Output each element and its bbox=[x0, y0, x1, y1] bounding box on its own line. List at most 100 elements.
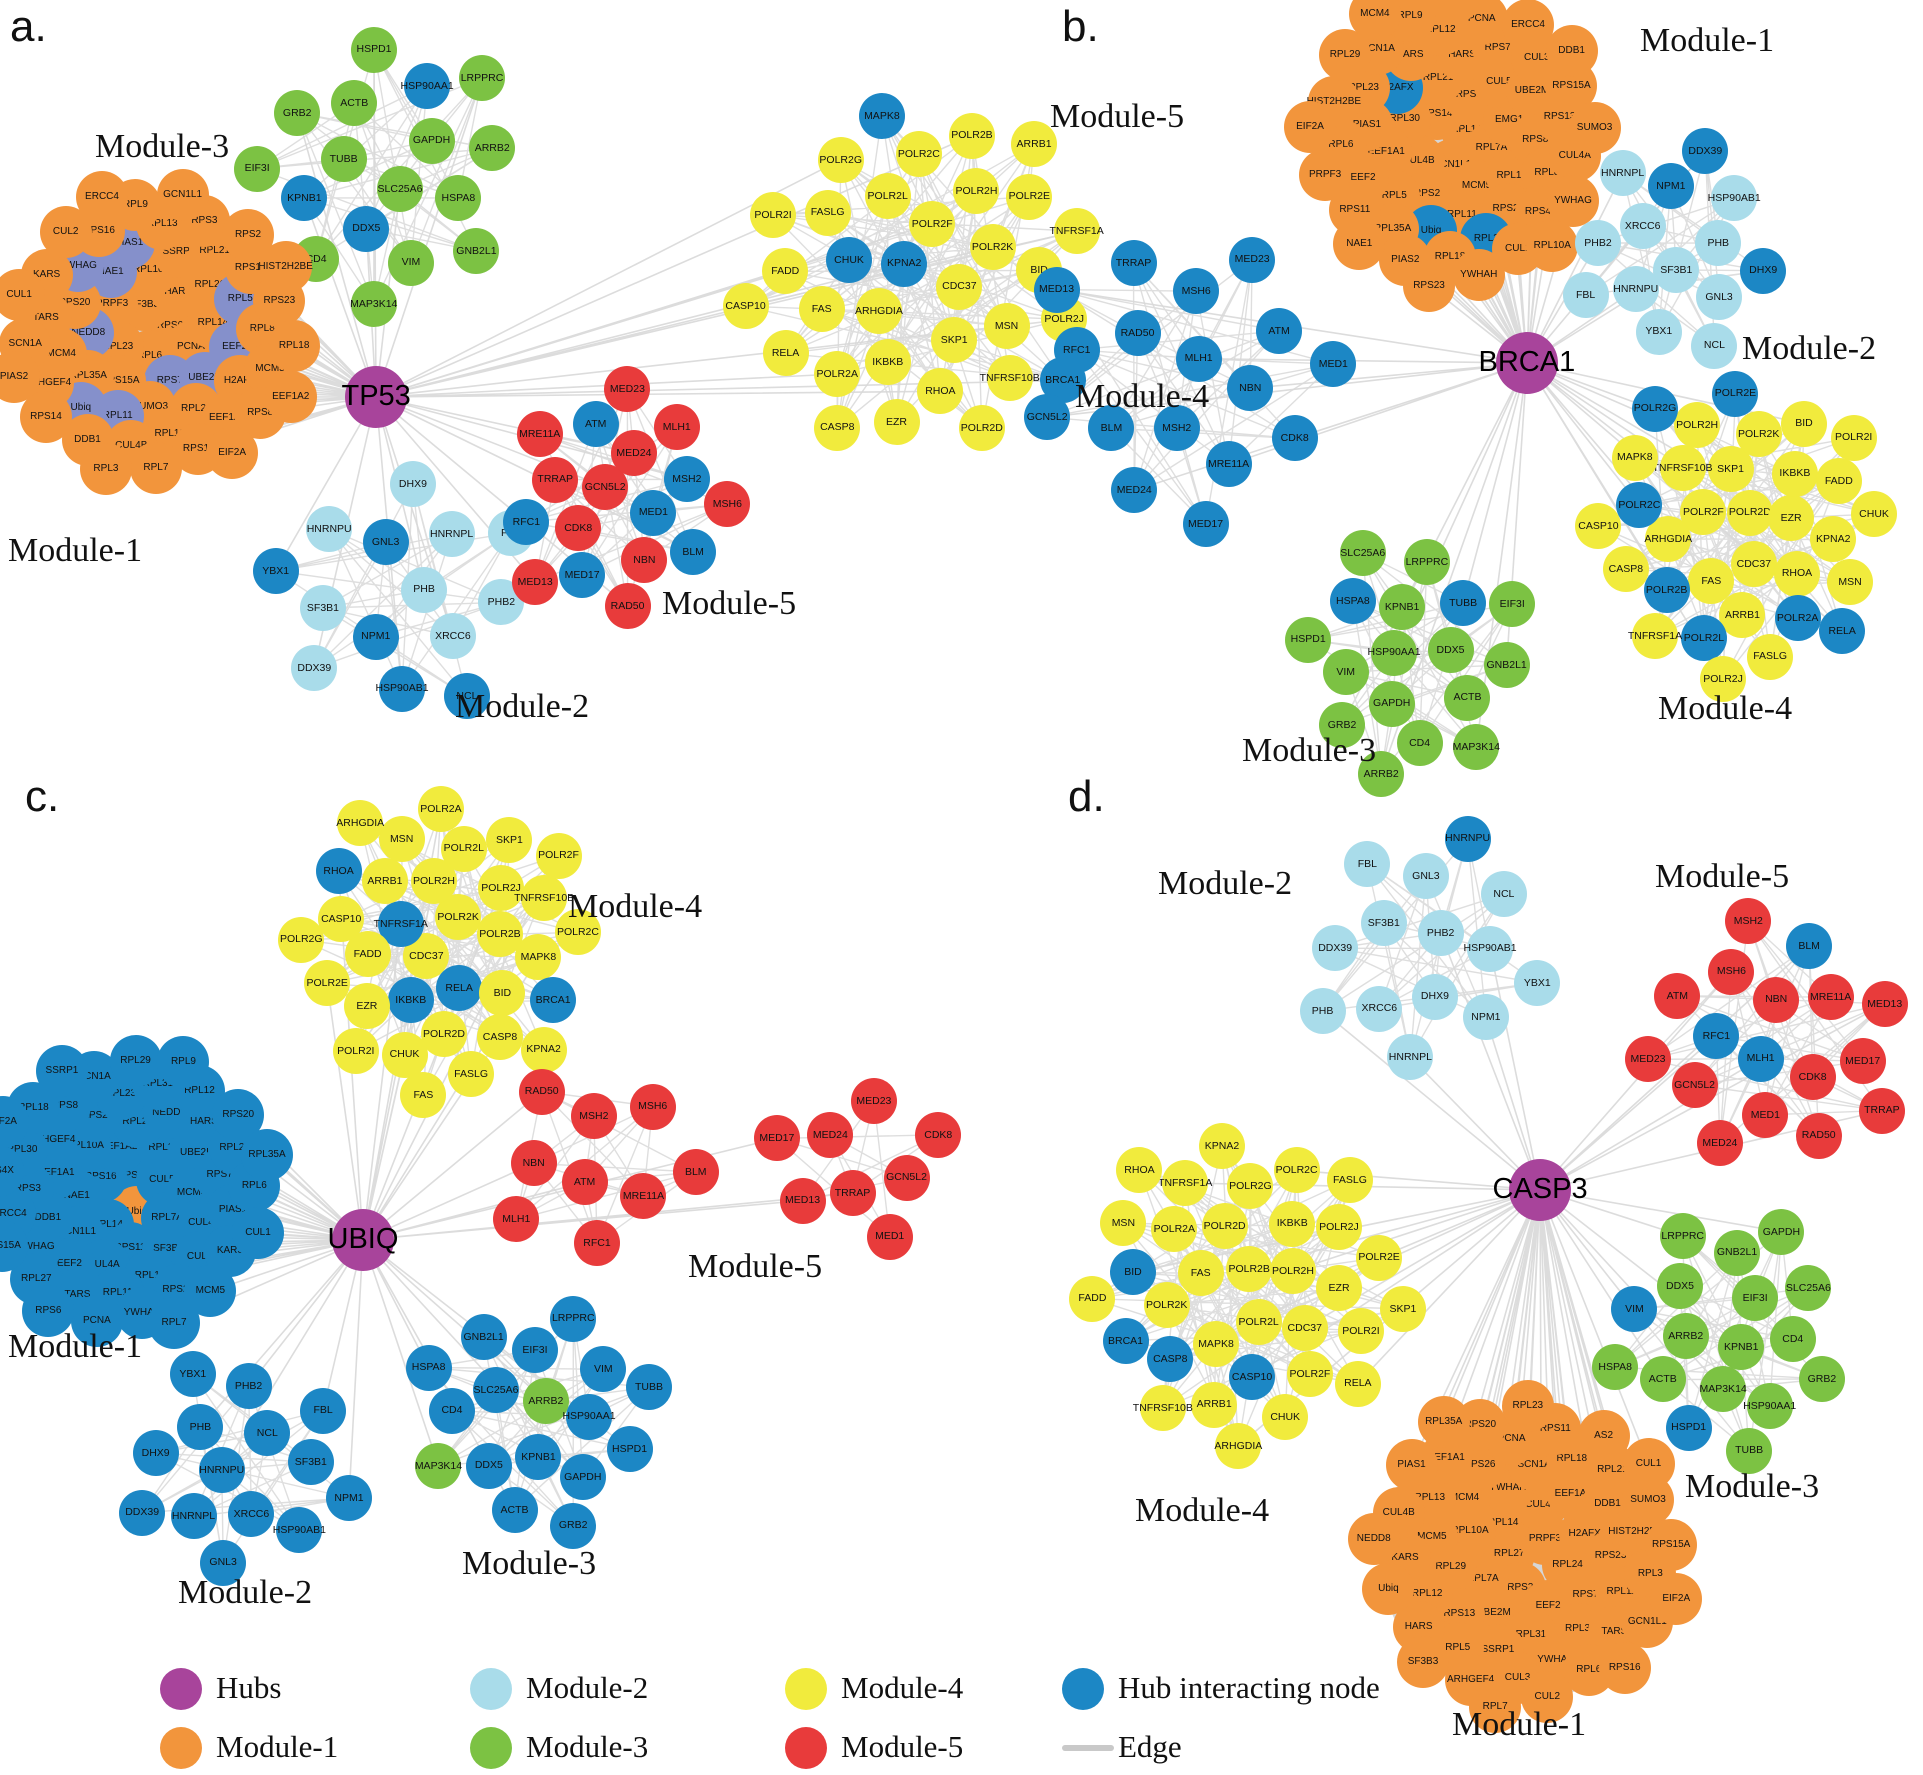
node-EZR: EZR bbox=[1768, 495, 1815, 542]
node-RELA: RELA bbox=[436, 965, 483, 1012]
node-MED24: MED24 bbox=[1696, 1120, 1743, 1167]
module-label-module-5: Module-5 bbox=[688, 1248, 823, 1285]
node-POLR2H: POLR2H bbox=[1674, 402, 1721, 449]
node-HNRNPU: HNRNPU bbox=[306, 506, 353, 553]
node-ARHGDIA: ARHGDIA bbox=[1644, 515, 1692, 562]
node-HNRNPL: HNRNPL bbox=[1599, 150, 1646, 197]
node-DDX39: DDX39 bbox=[291, 645, 338, 692]
node-YBX1: YBX1 bbox=[169, 1351, 216, 1398]
node-MAP3K14: MAP3K14 bbox=[1453, 724, 1500, 771]
module-label-module-2: Module-2 bbox=[178, 1574, 313, 1611]
node-CASP8: CASP8 bbox=[814, 404, 861, 451]
node-POLR2K: POLR2K bbox=[1143, 1281, 1190, 1328]
node-MED1: MED1 bbox=[1310, 341, 1357, 388]
node-AS2: AS2 bbox=[1577, 1410, 1630, 1463]
node-RPS15A: RPS15A bbox=[1645, 1518, 1698, 1571]
node-YBX1: YBX1 bbox=[1514, 960, 1561, 1006]
node-MSH6: MSH6 bbox=[1173, 268, 1220, 315]
node-MRE11A: MRE11A bbox=[1205, 441, 1252, 488]
node-PHB2: PHB2 bbox=[1417, 909, 1464, 956]
node-SUMO3: SUMO3 bbox=[1568, 101, 1621, 154]
node-GRB2: GRB2 bbox=[1318, 701, 1365, 748]
node-POLR2F: POLR2F bbox=[909, 200, 956, 247]
node-ARRB2: ARRB2 bbox=[1358, 750, 1405, 797]
node-XRCC6: XRCC6 bbox=[429, 613, 476, 660]
node-POLR2D: POLR2D bbox=[1201, 1202, 1248, 1249]
node-FASLG: FASLG bbox=[804, 189, 851, 236]
node-POLR2G: POLR2G bbox=[817, 136, 864, 183]
node-HNRNPU: HNRNPU bbox=[198, 1447, 245, 1494]
node-SKP1: SKP1 bbox=[1379, 1285, 1426, 1332]
legend-label-module-3: Module-3 bbox=[526, 1729, 649, 1764]
node-CASP10: CASP10 bbox=[1229, 1353, 1276, 1400]
node-MAP3K14: MAP3K14 bbox=[1699, 1366, 1747, 1413]
node-MLH1: MLH1 bbox=[1737, 1035, 1784, 1082]
node-RPS23: RPS23 bbox=[1403, 259, 1456, 312]
node-IKBKB: IKBKB bbox=[387, 977, 434, 1024]
node-RPL23: RPL23 bbox=[1501, 1379, 1554, 1432]
node-NEDD8: NEDD8 bbox=[1347, 1512, 1400, 1565]
node-PIAS1: PIAS1 bbox=[1385, 1438, 1438, 1491]
node-POLR2F: POLR2F bbox=[535, 832, 582, 879]
node-RPL3: RPL3 bbox=[79, 443, 132, 496]
node-BRCA1: BRCA1 bbox=[530, 977, 577, 1024]
node-XRCC6: XRCC6 bbox=[1619, 203, 1666, 250]
node-ERCC4: ERCC4 bbox=[1502, 0, 1555, 52]
node-POLR2F: POLR2F bbox=[1286, 1351, 1333, 1398]
node-KARS: KARS bbox=[1429, 0, 1482, 24]
node-EZR: EZR bbox=[873, 399, 920, 446]
module-label-module-3: Module-3 bbox=[1242, 732, 1377, 769]
node-VIM: VIM bbox=[1611, 1286, 1658, 1333]
node-TUBB: TUBB bbox=[1726, 1427, 1773, 1474]
node-EZR: EZR bbox=[1316, 1265, 1363, 1312]
node-FAS: FAS bbox=[798, 286, 845, 333]
node-DDX5: DDX5 bbox=[1657, 1263, 1704, 1310]
node-GNB2L1: GNB2L1 bbox=[1483, 641, 1530, 688]
node-POLR2D: POLR2D bbox=[420, 1011, 467, 1058]
node-MRE11A: MRE11A bbox=[516, 411, 563, 458]
node-PIAS2: PIAS2 bbox=[0, 350, 41, 403]
node-POLR2H: POLR2H bbox=[1269, 1247, 1316, 1294]
node-DDX5: DDX5 bbox=[1427, 627, 1474, 674]
node-POLR2H: POLR2H bbox=[953, 168, 1000, 215]
node-CUL2: CUL2 bbox=[1521, 1670, 1574, 1723]
node-BLM: BLM bbox=[670, 529, 717, 576]
node-ATM: ATM bbox=[572, 401, 619, 448]
node-PHB: PHB bbox=[1695, 220, 1742, 267]
node-MSH2: MSH2 bbox=[663, 456, 710, 503]
node-RFC1: RFC1 bbox=[503, 498, 550, 545]
node-TRRAP: TRRAP bbox=[1858, 1087, 1905, 1134]
node-SKP1: SKP1 bbox=[486, 816, 533, 863]
node-HSP90AA1: HSP90AA1 bbox=[401, 62, 454, 109]
node-MED23: MED23 bbox=[850, 1077, 897, 1124]
panel-letter-b: b. bbox=[1062, 2, 1099, 51]
node-GNL3: GNL3 bbox=[362, 519, 409, 566]
node-GCN5L2: GCN5L2 bbox=[1671, 1061, 1718, 1108]
node-CHUK: CHUK bbox=[1851, 491, 1898, 538]
node-ACTB: ACTB bbox=[331, 80, 378, 127]
node-MAP3K14: MAP3K14 bbox=[415, 1442, 462, 1489]
node-EIF2A: EIF2A bbox=[1284, 101, 1337, 154]
node-RPL10A: RPL10A bbox=[1526, 220, 1579, 273]
node-CUL1: CUL1 bbox=[0, 268, 46, 321]
node-NPM1: NPM1 bbox=[1647, 163, 1694, 210]
node-YBX1: YBX1 bbox=[252, 547, 299, 594]
node-KPNB1: KPNB1 bbox=[1379, 584, 1426, 631]
node-HNRNPU: HNRNPU bbox=[1444, 815, 1491, 862]
node-RPL35A: RPL35A bbox=[241, 1129, 293, 1182]
node-CUL1: CUL1 bbox=[232, 1207, 285, 1260]
node-KPNB1: KPNB1 bbox=[515, 1434, 562, 1481]
hub-label-brca1: BRCA1 bbox=[1478, 346, 1576, 378]
node-MED13: MED13 bbox=[1033, 266, 1080, 313]
node-GCN5L2: GCN5L2 bbox=[1024, 394, 1071, 441]
node-FBL: FBL bbox=[300, 1387, 347, 1434]
module-label-module-3: Module-3 bbox=[95, 128, 230, 165]
node-HSP90AA1: HSP90AA1 bbox=[562, 1393, 616, 1440]
node-EIF2A: EIF2A bbox=[206, 427, 259, 480]
node-POLR2I: POLR2I bbox=[1337, 1307, 1384, 1354]
node-EZR: EZR bbox=[343, 983, 390, 1030]
node-RELA: RELA bbox=[762, 330, 809, 377]
node-MAP3K14: MAP3K14 bbox=[350, 280, 397, 327]
node-YWHAG: YWHAG bbox=[1546, 175, 1599, 228]
